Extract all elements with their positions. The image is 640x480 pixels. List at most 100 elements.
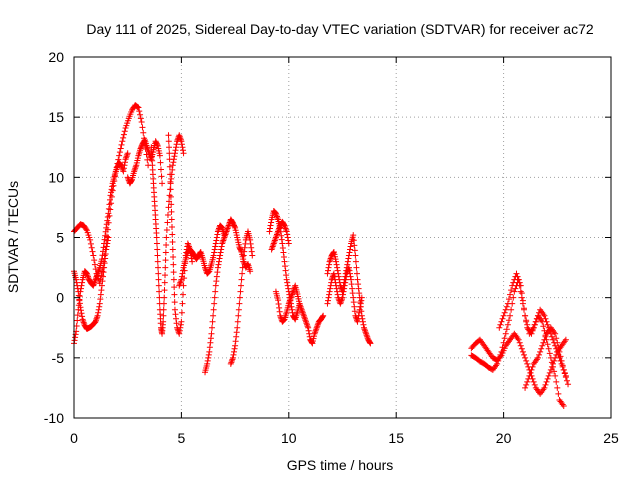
data-point [242, 240, 249, 247]
data-point [345, 255, 352, 262]
data-point [98, 287, 105, 294]
data-point [103, 224, 110, 231]
data-point [107, 192, 114, 199]
data-point [139, 124, 146, 131]
data-point [510, 294, 517, 301]
data-point [211, 249, 218, 256]
data-point [496, 354, 503, 361]
data-point [217, 249, 224, 256]
data-point [172, 147, 179, 154]
data-point [157, 166, 164, 173]
data-point [247, 236, 254, 243]
data-point [217, 252, 224, 259]
data-point [171, 150, 178, 157]
y-tick-label: 10 [48, 169, 64, 185]
data-point [169, 223, 176, 230]
data-point [554, 384, 561, 391]
data-point [166, 150, 173, 157]
data-point [333, 261, 340, 268]
data-point [353, 270, 360, 277]
data-point [213, 273, 220, 280]
data-point [545, 372, 552, 379]
data-point [169, 166, 176, 173]
data-point [544, 341, 551, 348]
data-point [358, 297, 365, 304]
data-point [326, 288, 333, 295]
data-point [101, 236, 108, 243]
data-point [215, 258, 222, 265]
data-point [511, 288, 518, 295]
data-point [176, 330, 183, 337]
y-axis-label: SDTVAR / TECUs [5, 181, 21, 293]
data-point [238, 247, 245, 254]
data-point [213, 278, 220, 285]
data-point [562, 336, 569, 343]
data-point [213, 234, 220, 241]
data-point [108, 186, 115, 193]
data-point [104, 240, 111, 247]
data-point [239, 270, 246, 277]
data-point [502, 330, 509, 337]
data-point [516, 279, 523, 286]
x-tick-label: 20 [496, 430, 512, 446]
data-point [523, 317, 530, 324]
data-point [355, 281, 362, 288]
data-point [102, 255, 109, 262]
data-point [178, 276, 185, 283]
y-tick-label: 0 [56, 290, 64, 306]
data-point [101, 260, 108, 267]
data-point [325, 297, 332, 304]
data-point [73, 322, 80, 329]
data-point [541, 312, 548, 319]
data-point [355, 312, 362, 319]
data-point [104, 214, 111, 221]
data-point [514, 273, 521, 280]
data-point [206, 348, 213, 355]
x-tick-label: 5 [178, 430, 186, 446]
data-point [498, 348, 505, 355]
data-point [505, 296, 512, 303]
data-point [248, 244, 255, 251]
data-point [351, 303, 358, 310]
data-point [523, 357, 530, 364]
data-point [95, 309, 102, 316]
data-point [166, 144, 173, 151]
data-point [153, 234, 160, 241]
data-point [267, 225, 274, 232]
data-point [209, 318, 216, 325]
data-point [306, 330, 313, 337]
series-arc-i [227, 228, 256, 367]
data-point [171, 299, 178, 306]
data-point [331, 273, 338, 280]
data-point [526, 372, 533, 379]
data-point [168, 208, 175, 215]
x-tick-label: 25 [603, 430, 619, 446]
data-point [97, 291, 104, 298]
data-point [356, 290, 363, 297]
data-point [519, 348, 526, 355]
data-point [103, 246, 110, 253]
data-point [168, 216, 175, 223]
data-point [241, 244, 248, 251]
data-point [536, 351, 543, 358]
data-point [108, 189, 115, 196]
data-point [333, 258, 340, 265]
data-point [342, 276, 349, 283]
data-point [163, 242, 170, 249]
series-arc-f [165, 132, 196, 337]
data-point [350, 232, 357, 239]
series-arc-q [496, 270, 567, 409]
data-point [529, 363, 536, 370]
data-point [540, 339, 547, 346]
data-point [352, 258, 359, 265]
data-point [522, 354, 529, 361]
data-point [353, 264, 360, 271]
data-point [218, 243, 225, 250]
data-point [524, 360, 531, 367]
data-point [349, 285, 356, 292]
data-point [556, 348, 563, 355]
data-point [306, 333, 313, 340]
data-point [213, 237, 220, 244]
data-point [267, 222, 274, 229]
